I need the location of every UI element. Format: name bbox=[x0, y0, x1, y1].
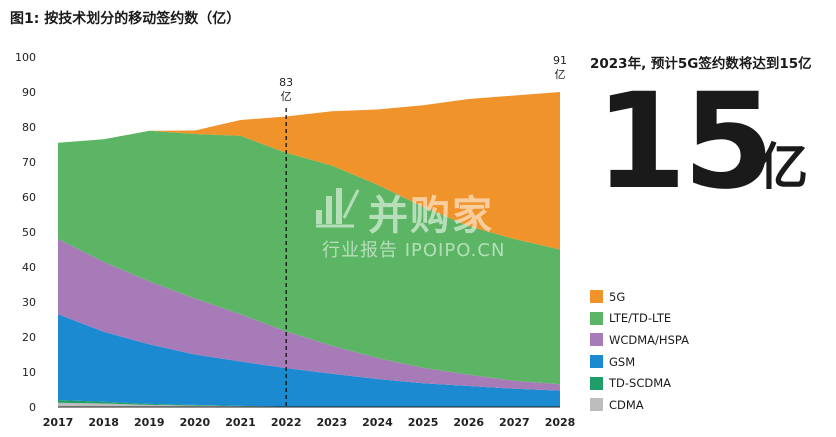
y-tick-label: 80 bbox=[22, 121, 36, 134]
area-series-cdma bbox=[58, 402, 560, 407]
legend-item-wcdma-hspa: WCDMA/HSPA bbox=[590, 329, 689, 351]
legend-item-5g: 5G bbox=[590, 286, 689, 308]
legend-item-lte-td-lte: LTE/TD-LTE bbox=[590, 308, 689, 330]
area-series-wcdma-hspa bbox=[58, 239, 560, 391]
chart-title: 图1: 按技术划分的移动签约数（亿） bbox=[10, 11, 241, 27]
axes-group: 0 10 20 30 40 50 60 70 80 90 100 2017 2018 2019 2020 20… bbox=[15, 51, 575, 429]
y-tick-label: 40 bbox=[22, 261, 36, 274]
x-tick-label: 2024 bbox=[362, 416, 393, 429]
x-tick-label: 2020 bbox=[180, 416, 211, 429]
x-tick-label: 2021 bbox=[225, 416, 256, 429]
chart-legend: 5G LTE/TD-LTE WCDMA/HSPA GSM TD-SCDMA CDMA bbox=[590, 286, 689, 416]
legend-item-gsm: GSM bbox=[590, 351, 689, 373]
y-tick-label: 0 bbox=[29, 401, 36, 414]
x-tick-label: 2028 bbox=[545, 416, 576, 429]
x-tick-label: 2023 bbox=[317, 416, 348, 429]
legend-swatch bbox=[590, 376, 603, 390]
x-tick-label: 2018 bbox=[88, 416, 119, 429]
watermark-site: 行业报告 IPOIPO.CN bbox=[322, 240, 506, 261]
annotation-unit: 亿 bbox=[281, 90, 292, 103]
callout-big-number: 15 bbox=[595, 65, 775, 219]
watermark-logo-icon bbox=[316, 188, 360, 228]
y-tick-label: 60 bbox=[22, 191, 36, 204]
area-series-5g bbox=[58, 92, 560, 250]
x-tick-label: 2025 bbox=[408, 416, 439, 429]
y-tick-label: 10 bbox=[22, 366, 36, 379]
area-series-lte-td-lte bbox=[58, 130, 560, 385]
legend-label: 5G bbox=[609, 289, 626, 304]
x-tick-label: 2017 bbox=[43, 416, 74, 429]
legend-swatch bbox=[590, 398, 603, 412]
legend-label: WCDMA/HSPA bbox=[609, 332, 689, 347]
y-tick-label: 20 bbox=[22, 331, 36, 344]
legend-label: CDMA bbox=[609, 397, 644, 412]
x-tick-label: 2027 bbox=[499, 416, 530, 429]
area-series-td-scdma bbox=[58, 400, 560, 407]
x-tick-label: 2019 bbox=[134, 416, 165, 429]
legend-swatch bbox=[590, 355, 603, 369]
y-tick-label: 50 bbox=[22, 226, 36, 239]
annotation-value: 91 bbox=[553, 54, 567, 67]
legend-label: TD-SCDMA bbox=[609, 376, 672, 391]
y-tick-label: 70 bbox=[22, 156, 36, 169]
callout-big-unit: 亿 bbox=[758, 138, 808, 196]
legend-swatch bbox=[590, 333, 603, 347]
watermark-brand: 并购家 bbox=[368, 193, 494, 239]
callout-headline: 2023年, 预计5G签约数将达到15亿 bbox=[590, 56, 812, 72]
area-series-group bbox=[58, 92, 560, 407]
legend-item-td-scdma: TD-SCDMA bbox=[590, 372, 689, 394]
legend-swatch bbox=[590, 311, 603, 325]
y-tick-label: 90 bbox=[22, 86, 36, 99]
annotation-value: 83 bbox=[279, 76, 293, 89]
annotation-unit: 亿 bbox=[555, 68, 566, 81]
y-tick-label: 100 bbox=[15, 51, 36, 64]
legend-swatch bbox=[590, 290, 603, 304]
area-series-gsm bbox=[58, 314, 560, 407]
y-tick-label: 30 bbox=[22, 296, 36, 309]
x-tick-label: 2022 bbox=[271, 416, 302, 429]
legend-label: GSM bbox=[609, 354, 636, 369]
legend-item-cdma: CDMA bbox=[590, 394, 689, 416]
x-tick-label: 2026 bbox=[453, 416, 484, 429]
legend-label: LTE/TD-LTE bbox=[609, 311, 672, 326]
